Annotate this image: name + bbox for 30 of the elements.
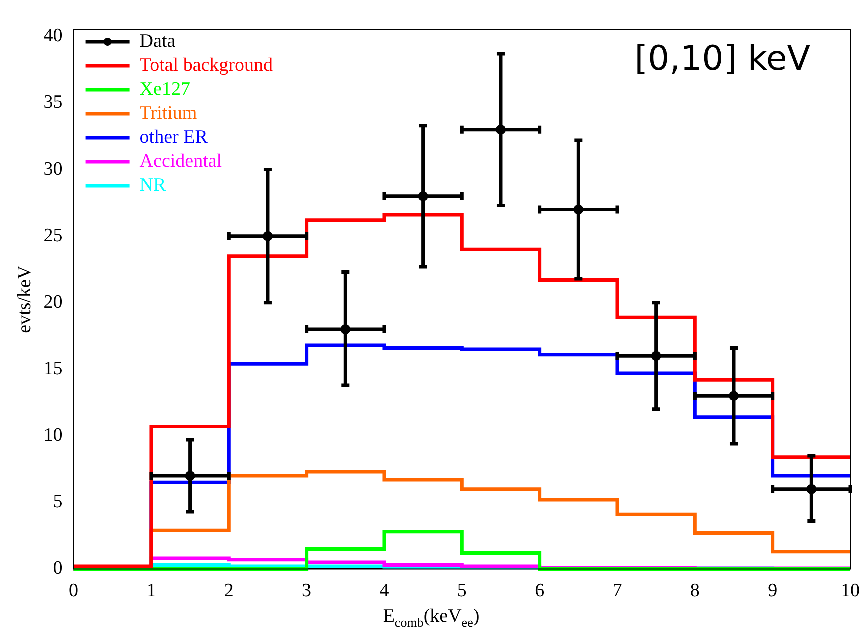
y-tick-label: 35 (44, 92, 63, 114)
x-tick-label: 1 (146, 580, 156, 602)
legend-label: Total background (140, 54, 274, 76)
y-tick-label: 30 (44, 158, 63, 180)
legend-label: Xe127 (140, 78, 190, 100)
x-tick-label: 6 (535, 580, 545, 602)
x-tick-label: 3 (302, 580, 312, 602)
y-tick-label: 40 (44, 26, 63, 47)
annotation: [0,10] keV (634, 38, 810, 79)
x-tick-label: 5 (457, 580, 467, 602)
legend-label: Tritium (140, 102, 198, 124)
legend-label: Accidental (140, 150, 222, 172)
y-tick-label: 5 (53, 492, 63, 513)
y-tick-label: 20 (44, 292, 63, 313)
x-tick-label: 0 (69, 580, 79, 602)
x-tick-label: 8 (690, 580, 700, 602)
y-axis-title: evts/keV (14, 266, 36, 334)
x-tick-label: 9 (768, 580, 778, 602)
y-tick-label: 25 (44, 225, 63, 246)
x-tick-label: 7 (612, 580, 622, 602)
legend-label: NR (140, 174, 167, 196)
y-tick-label: 0 (53, 558, 63, 580)
x-tick-label: 10 (841, 580, 860, 602)
legend-label: other ER (140, 126, 208, 148)
y-tick-label: 15 (44, 358, 63, 380)
legend-label: Data (140, 30, 176, 52)
y-tick-label: 10 (44, 425, 63, 446)
x-tick-label: 4 (380, 580, 390, 602)
x-axis-title: E$_{comb}$(keV$_{ee}$) (382, 606, 481, 631)
x-tick-label: 2 (224, 580, 234, 602)
